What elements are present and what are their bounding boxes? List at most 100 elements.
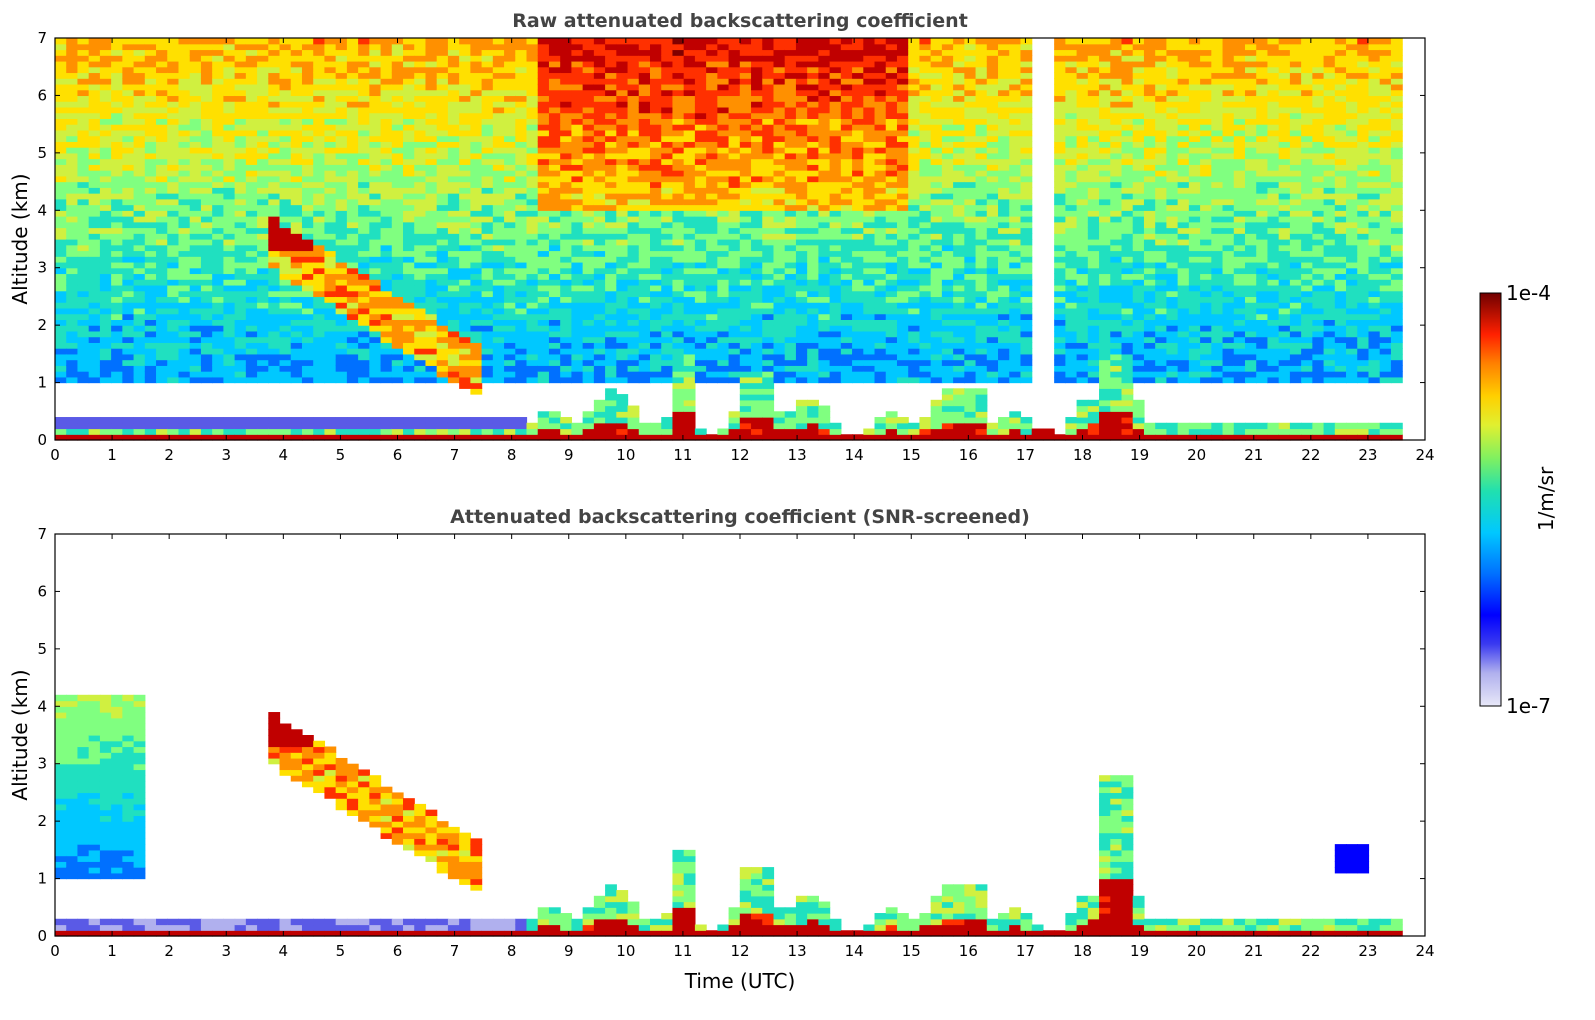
heatmap-cell — [919, 256, 932, 263]
heatmap-cell — [156, 267, 168, 275]
heatmap-cell — [290, 376, 303, 384]
heatmap-cell — [571, 38, 584, 45]
heatmap-cell — [739, 359, 752, 366]
heatmap-cell — [638, 193, 651, 200]
heatmap-cell — [885, 336, 898, 343]
heatmap-cell — [627, 296, 640, 303]
heatmap-cell — [313, 244, 326, 252]
heatmap-cell — [829, 267, 842, 275]
heatmap-cell — [403, 371, 415, 378]
heatmap-cell — [560, 112, 573, 119]
heatmap-cell — [66, 204, 79, 211]
heatmap-cell — [582, 55, 595, 62]
heatmap-cell — [66, 342, 79, 349]
heatmap-cell — [582, 342, 595, 349]
heatmap-cell — [885, 348, 898, 355]
heatmap-cell — [650, 78, 662, 85]
heatmap-cell — [807, 290, 819, 298]
heatmap-cell — [605, 49, 617, 56]
heatmap-cell — [829, 302, 842, 309]
heatmap-cell — [414, 124, 427, 131]
heatmap-cell — [571, 256, 584, 263]
heatmap-cell — [257, 359, 269, 366]
heatmap-cell — [459, 365, 471, 372]
heatmap-cell — [762, 158, 775, 165]
heatmap-cell — [706, 72, 718, 79]
heatmap-cell — [156, 216, 168, 223]
heatmap-cell — [200, 244, 213, 252]
heatmap-cell — [706, 106, 718, 114]
heatmap-cell — [436, 141, 449, 148]
heatmap-cell — [200, 95, 213, 102]
heatmap-cell — [459, 273, 471, 280]
heatmap-cell — [694, 325, 707, 332]
heatmap-cell — [560, 193, 573, 200]
heatmap-cell — [840, 221, 853, 229]
heatmap-cell — [706, 170, 718, 177]
heatmap-cell — [167, 129, 180, 137]
heatmap-cell — [122, 250, 135, 257]
heatmap-cell — [88, 106, 101, 114]
heatmap-cell — [795, 60, 808, 68]
heatmap-cell — [77, 348, 90, 355]
heatmap-cell — [863, 38, 876, 45]
heatmap-cell — [795, 181, 808, 188]
heatmap-cell — [616, 405, 629, 412]
heatmap-cell — [683, 221, 696, 229]
heatmap-cell — [548, 158, 561, 165]
heatmap-cell — [582, 43, 595, 51]
heatmap-cell — [762, 359, 775, 366]
heatmap-cell — [616, 342, 629, 349]
heatmap-cell — [459, 181, 471, 188]
heatmap-cell — [751, 261, 763, 269]
heatmap-cell — [627, 158, 640, 165]
heatmap-cell — [403, 187, 415, 194]
heatmap-cell — [683, 175, 696, 183]
heatmap-cell — [66, 55, 79, 62]
heatmap-cell — [403, 141, 415, 148]
heatmap-cell — [156, 198, 168, 206]
heatmap-cell — [762, 147, 775, 154]
heatmap-cell — [425, 319, 438, 326]
heatmap-cell — [908, 60, 921, 68]
heatmap-cell — [403, 112, 415, 119]
heatmap-cell — [212, 279, 224, 286]
heatmap-cell — [212, 250, 224, 257]
heatmap-cell — [627, 313, 640, 320]
heatmap-cell — [380, 72, 393, 79]
heatmap-cell — [919, 261, 932, 269]
heatmap-cell — [447, 239, 460, 246]
heatmap-cell — [537, 198, 550, 206]
heatmap-cell — [795, 365, 808, 372]
heatmap-cell — [582, 273, 595, 280]
heatmap-cell — [919, 376, 932, 384]
heatmap-cell — [178, 279, 191, 286]
heatmap-cell — [301, 124, 314, 131]
heatmap-cell — [526, 359, 539, 366]
heatmap-cell — [122, 244, 135, 252]
heatmap-cell — [672, 181, 685, 188]
heatmap-cell — [313, 187, 326, 194]
heatmap-cell — [447, 296, 460, 303]
heatmap-cell — [773, 348, 786, 355]
heatmap-cell — [470, 325, 483, 332]
heatmap-cell — [133, 198, 146, 206]
heatmap-cell — [504, 187, 516, 194]
heatmap-cell — [324, 290, 337, 298]
heatmap-cell — [470, 382, 483, 389]
heatmap-cell — [672, 106, 685, 114]
heatmap-cell — [717, 49, 730, 56]
heatmap-cell — [369, 256, 382, 263]
heatmap-cell — [335, 227, 348, 234]
heatmap-cell — [840, 267, 853, 275]
heatmap-cell — [257, 78, 269, 85]
heatmap-cell — [728, 193, 741, 200]
heatmap-cell — [863, 342, 876, 349]
heatmap-cell — [122, 279, 135, 286]
heatmap-cell — [683, 187, 696, 194]
heatmap-cell — [773, 187, 786, 194]
heatmap-cell — [212, 55, 224, 62]
heatmap-cell — [425, 135, 438, 142]
heatmap-cell — [818, 193, 831, 200]
heatmap-cell — [582, 152, 595, 160]
